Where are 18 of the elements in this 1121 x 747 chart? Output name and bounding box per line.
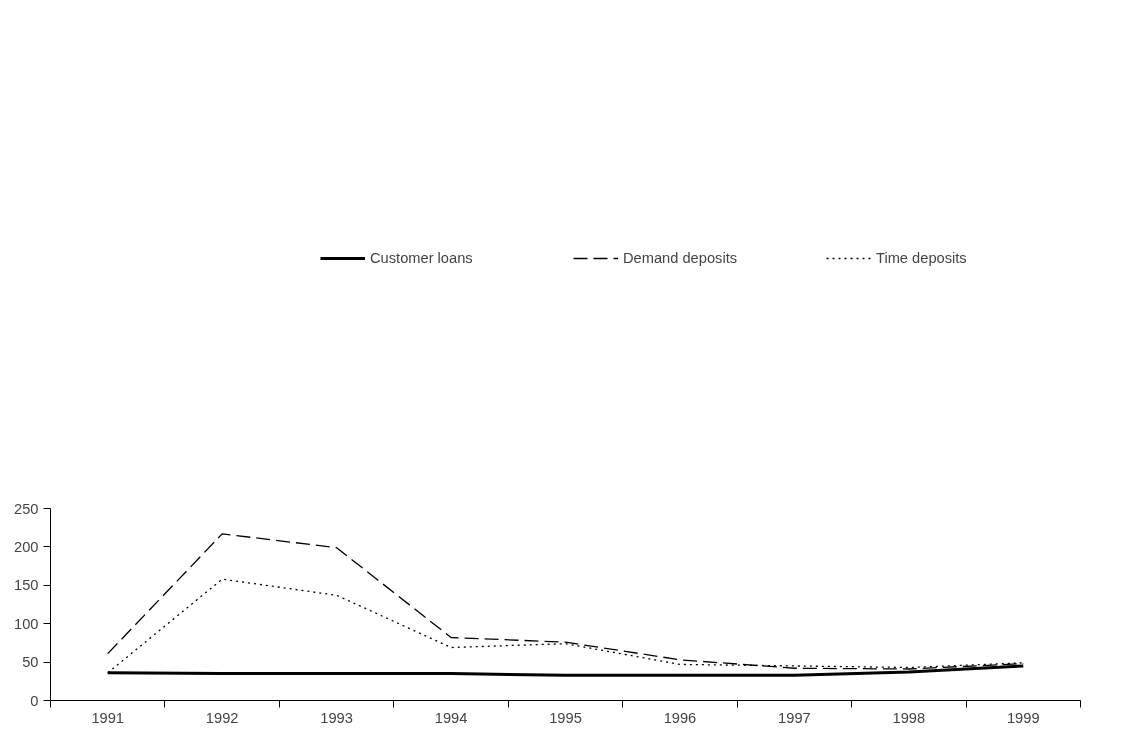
y-tick-label: 150 (14, 577, 39, 594)
y-tick-label: 50 (22, 654, 39, 671)
x-tick-label: 1999 (1006, 709, 1040, 726)
y-tick-label: 200 (14, 538, 39, 555)
x-tick-label: 1997 (778, 709, 811, 726)
x-tick-label: 1996 (663, 709, 697, 726)
x-tick-label: 1991 (91, 709, 125, 726)
x-tick-label: 1993 (320, 709, 353, 726)
x-tick-label: 1998 (892, 709, 926, 726)
y-tick-label: 100 (14, 615, 39, 632)
legend-label: Customer loans (370, 250, 474, 266)
legend-label: Time deposits (876, 250, 968, 266)
y-tick-label: 250 (14, 500, 39, 517)
x-tick-label: 1992 (205, 709, 239, 726)
y-tick-label: 0 (30, 692, 39, 709)
legend-label: Demand deposits (623, 250, 739, 266)
x-tick-label: 1995 (549, 709, 582, 726)
x-tick-label: 1994 (434, 709, 468, 726)
